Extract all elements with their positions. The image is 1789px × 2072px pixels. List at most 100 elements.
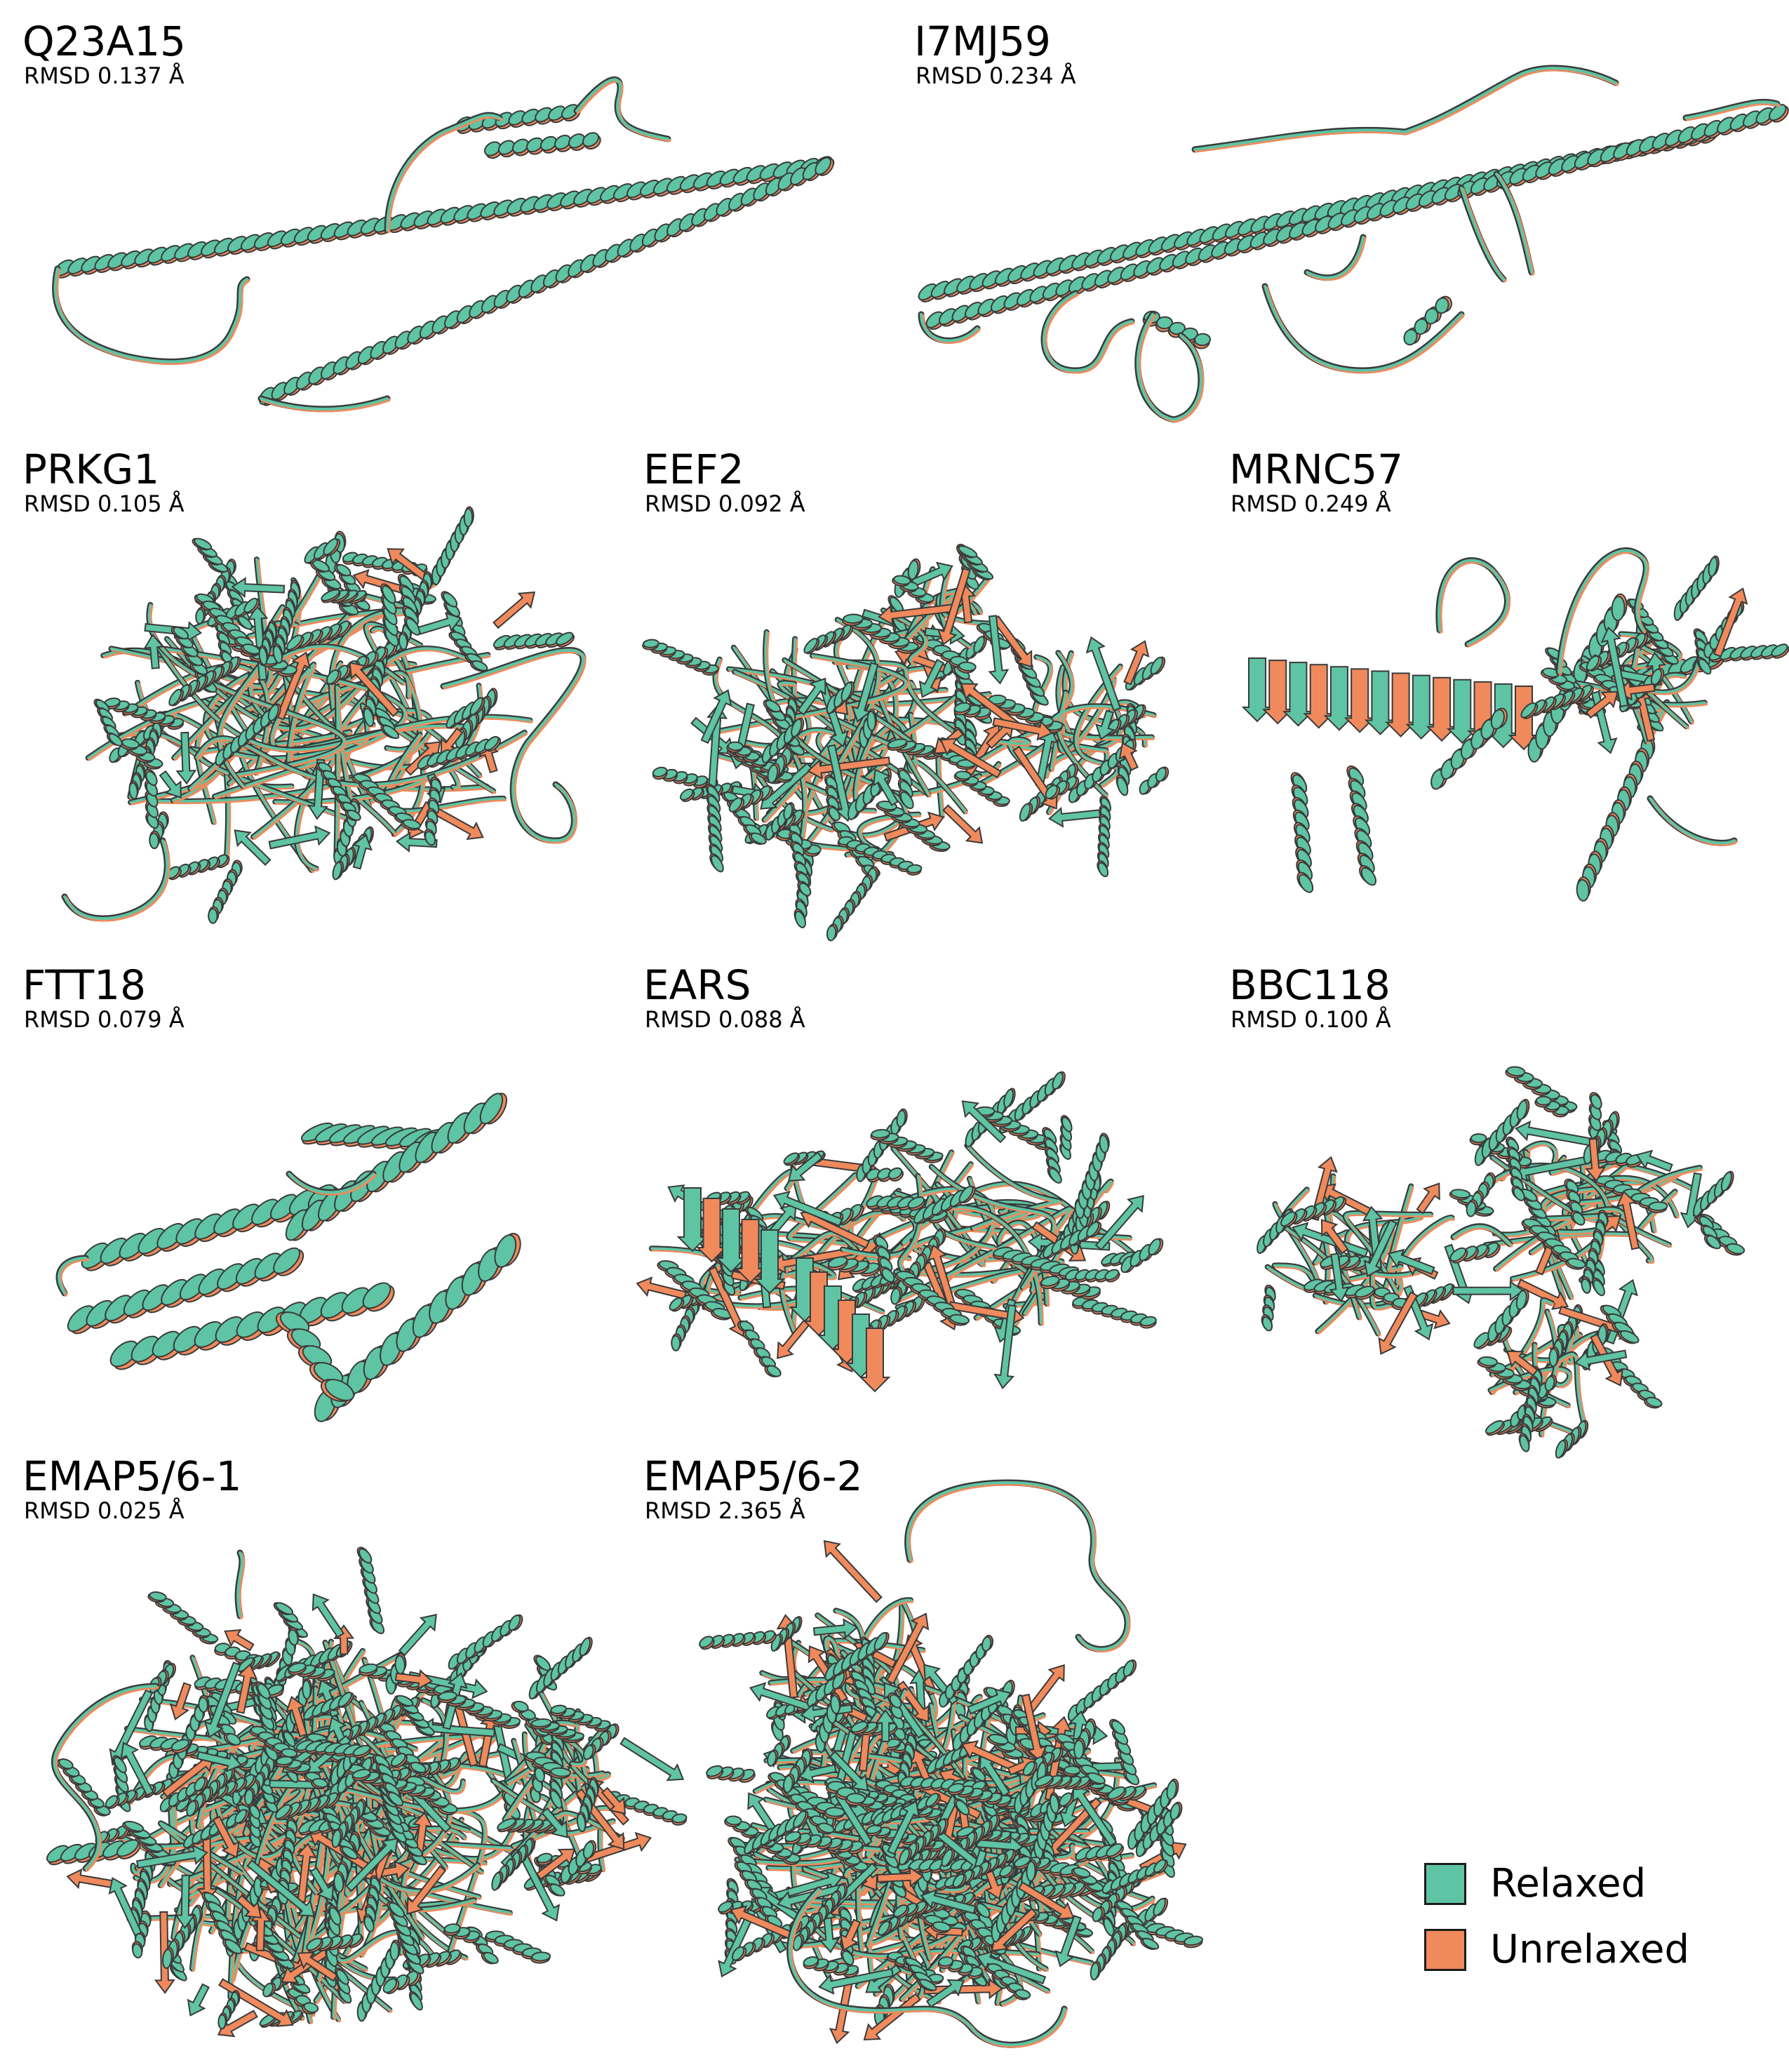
panel-title: EMAP5/6-1 xyxy=(22,1452,242,1500)
helix-turn-relaxed xyxy=(360,218,380,235)
coil-relaxed xyxy=(63,839,169,920)
helix-turn-relaxed xyxy=(1572,1212,1586,1226)
helix-turn-relaxed xyxy=(267,704,279,722)
coil-relaxed xyxy=(335,686,356,856)
helix-turn-relaxed xyxy=(254,1252,282,1280)
helix-turn-relaxed xyxy=(1185,247,1203,265)
helix-turn-relaxed xyxy=(1367,203,1385,220)
coil-relaxed xyxy=(920,313,979,342)
beta-strand xyxy=(696,1198,728,1263)
helix-turn-relaxed xyxy=(907,559,919,580)
helix-turn-relaxed xyxy=(1280,1211,1296,1227)
beta-strand xyxy=(961,1100,1007,1144)
helix-turn-relaxed xyxy=(362,1282,391,1309)
helix-turn-relaxed xyxy=(406,617,421,636)
helix-turn-relaxed xyxy=(939,308,957,326)
helix-turn-relaxed xyxy=(332,861,342,881)
helix-turn-relaxed xyxy=(431,315,449,334)
helix-turn-relaxed xyxy=(1042,282,1061,300)
coil-unrelaxed xyxy=(1264,286,1465,374)
helix-turn-relaxed xyxy=(479,1092,504,1125)
helix-turn-relaxed xyxy=(67,258,88,275)
coil-relaxed xyxy=(1043,292,1133,373)
helix-turn-relaxed xyxy=(302,1679,311,1700)
helix-turn-relaxed xyxy=(1593,1279,1605,1297)
helix-turn-relaxed xyxy=(1522,164,1541,182)
helix-turn-relaxed xyxy=(1289,222,1307,239)
beta-strand xyxy=(1363,1219,1398,1278)
helix-turn-relaxed xyxy=(1651,133,1670,150)
coil-relaxed xyxy=(1306,236,1365,279)
helix-turn-relaxed xyxy=(1150,656,1164,675)
helix-turn-relaxed xyxy=(288,1629,299,1646)
helix-turn-relaxed xyxy=(1769,104,1787,121)
coil-relaxed xyxy=(386,114,501,232)
helix-turn-relaxed xyxy=(288,1662,307,1673)
helix-turn-relaxed xyxy=(1048,1168,1062,1184)
helix-turn-relaxed xyxy=(520,196,540,213)
helix-turn-relaxed xyxy=(107,252,128,269)
beta-strand xyxy=(706,704,728,787)
beta-strand xyxy=(159,770,182,798)
helix-turn-relaxed xyxy=(1460,739,1475,760)
helix-turn-relaxed xyxy=(582,132,600,147)
helix-turn-relaxed xyxy=(130,1335,160,1363)
helix-turn-relaxed xyxy=(275,1602,294,1615)
helix-turn-relaxed xyxy=(766,1365,782,1377)
helix-turn-relaxed xyxy=(753,182,770,201)
helix-turn-relaxed xyxy=(893,575,911,585)
helix-turn-relaxed xyxy=(1237,234,1255,252)
coil-outline xyxy=(1191,65,1619,153)
helix-turn-relaxed xyxy=(1155,767,1167,782)
beta-strand xyxy=(169,1682,192,1720)
helix-turn-relaxed xyxy=(547,192,567,209)
coil-outline xyxy=(1304,234,1367,281)
helix-turn-relaxed xyxy=(1665,129,1683,147)
helix-turn-relaxed xyxy=(100,1237,128,1264)
helix-turn-relaxed xyxy=(1581,1278,1591,1294)
helix-turn-relaxed xyxy=(958,545,978,558)
beta-strand xyxy=(1123,640,1150,686)
protein-structure-mrnc57 xyxy=(1241,547,1789,902)
helix-turn-relaxed xyxy=(214,237,234,255)
protein-structure-q23a15 xyxy=(52,76,835,413)
helix-turn-relaxed xyxy=(194,537,213,550)
beta-strand xyxy=(1416,1182,1440,1215)
beta-strand xyxy=(1585,1137,1606,1182)
panel-rmsd: RMSD 0.249 Å xyxy=(1231,490,1391,517)
helix-turn-relaxed xyxy=(109,1340,139,1368)
helix-turn-relaxed xyxy=(1301,218,1320,236)
helix-turn-relaxed xyxy=(1379,199,1398,217)
helix-turn-relaxed xyxy=(201,239,221,257)
helix-turn-relaxed xyxy=(508,110,526,126)
helix-turn-relaxed xyxy=(123,1820,145,1832)
helix-turn-relaxed xyxy=(977,298,996,316)
helix-turn-relaxed xyxy=(235,1257,263,1285)
helix-turn-relaxed xyxy=(194,1213,222,1240)
coil-relaxed xyxy=(134,1796,176,1883)
panel-ftt18: FTT18 RMSD 0.079 Å xyxy=(22,963,570,1422)
beta-strand xyxy=(1600,626,1629,708)
helix-turn-relaxed xyxy=(765,177,782,196)
helix-turn-relaxed xyxy=(573,188,594,206)
helix-turn-relaxed xyxy=(1198,244,1217,262)
helix-turn-relaxed xyxy=(826,925,837,942)
helix-turn-relaxed xyxy=(765,700,782,713)
helix-turn-relaxed xyxy=(535,107,553,123)
coil-relaxed xyxy=(1495,173,1533,274)
helix-turn-relaxed xyxy=(843,613,864,624)
coil-relaxed xyxy=(442,648,585,843)
helix-turn-relaxed xyxy=(147,246,168,264)
helix-turn-relaxed xyxy=(320,1292,349,1319)
coil-relaxed xyxy=(57,1257,87,1295)
beta-strand xyxy=(1405,674,1438,740)
coil-unrelaxed xyxy=(443,650,587,844)
helix-turn-relaxed xyxy=(1717,116,1735,134)
coil-relaxed xyxy=(1460,187,1505,281)
helix-turn-relaxed xyxy=(81,1242,109,1269)
helix-turn-relaxed xyxy=(382,725,400,740)
coil-unrelaxed xyxy=(1461,187,1507,283)
helix-turn-relaxed xyxy=(1535,161,1553,179)
beta-strand xyxy=(636,1276,688,1300)
helix-turn-relaxed xyxy=(370,340,387,359)
